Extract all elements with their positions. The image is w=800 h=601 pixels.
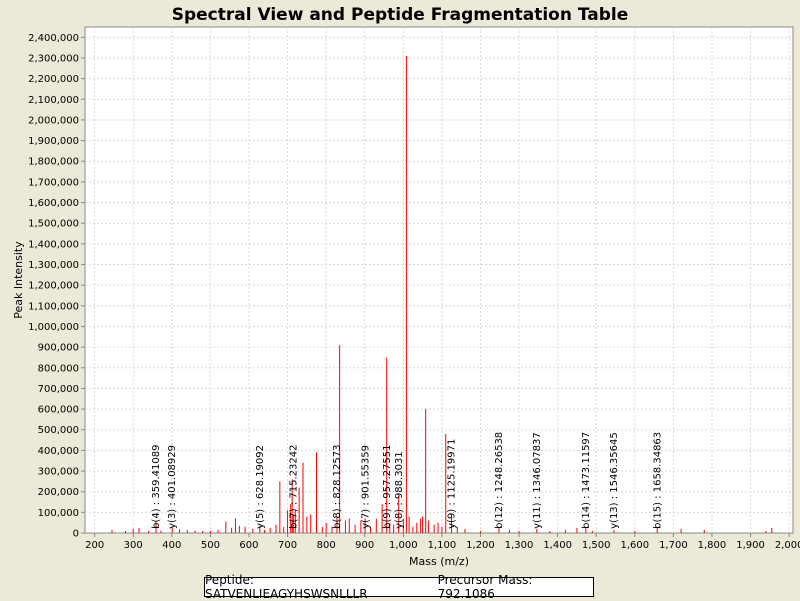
ion-label: y(8) : 988.3031 bbox=[394, 451, 405, 529]
y-tick-label: 700,000 bbox=[38, 384, 79, 395]
x-tick-label: 2,000 bbox=[775, 540, 800, 551]
x-tick-label: 300 bbox=[124, 540, 143, 551]
y-tick-label: 500,000 bbox=[38, 425, 79, 436]
y-tick-label: 1,200,000 bbox=[28, 281, 79, 292]
y-tick-label: 400,000 bbox=[38, 446, 79, 457]
x-tick-label: 1,600 bbox=[620, 540, 649, 551]
x-tick-label: 1,000 bbox=[389, 540, 418, 551]
y-tick-label: 2,100,000 bbox=[28, 95, 79, 106]
y-tick-label: 0 bbox=[73, 529, 79, 540]
ion-label: b(9) : 957.27551 bbox=[382, 445, 393, 529]
x-tick-label: 400 bbox=[162, 540, 181, 551]
x-tick-label: 1,700 bbox=[659, 540, 688, 551]
y-tick-label: 300,000 bbox=[38, 467, 79, 478]
ion-label: b(4) : 359.41089 bbox=[151, 445, 162, 529]
ion-label: y(9) : 1125.19971 bbox=[447, 439, 458, 529]
grid-lines bbox=[85, 27, 793, 533]
y-tick-label: 2,200,000 bbox=[28, 74, 79, 85]
x-tick-label: 900 bbox=[355, 540, 374, 551]
ion-labels: b(4) : 359.41089 y(3) : 401.08929 y(5) : 6… bbox=[151, 432, 663, 529]
ion-label: b(15) : 1658.34863 bbox=[652, 432, 663, 529]
x-tick-label: 1,900 bbox=[736, 540, 765, 551]
y-tick-label: 600,000 bbox=[38, 405, 79, 416]
ion-label: y(7) : 901.55359 bbox=[360, 445, 371, 529]
ion-label: y(5) : 628.19092 bbox=[255, 445, 266, 529]
y-tick-label: 900,000 bbox=[38, 343, 79, 354]
chart-title: Spectral View and Peptide Fragmentation … bbox=[172, 5, 629, 25]
precursor-mass: Precursor Mass: 792.1086 bbox=[437, 573, 533, 601]
y-tick-label: 1,500,000 bbox=[28, 219, 79, 230]
y-tick-label: 1,600,000 bbox=[28, 198, 79, 209]
axes: 200 300 400 500 600 700 800 900 1,000 1,100 1,200 1… bbox=[28, 33, 800, 551]
y-tick-label: 2,400,000 bbox=[28, 33, 79, 44]
x-axis-label: Mass (m/z) bbox=[409, 555, 469, 568]
y-tick-label: 1,700,000 bbox=[28, 177, 79, 188]
y-tick-label: 800,000 bbox=[38, 363, 79, 374]
ion-label: b(12) : 1248.26538 bbox=[494, 432, 505, 529]
ion-label: y(3) : 401.08929 bbox=[167, 445, 178, 529]
y-tick-label: 1,300,000 bbox=[28, 260, 79, 271]
x-tick-label: 1,800 bbox=[698, 540, 727, 551]
x-tick-label: 200 bbox=[85, 540, 104, 551]
x-tick-label: 1,500 bbox=[582, 540, 611, 551]
x-tick-label: 1,200 bbox=[466, 540, 495, 551]
ion-label: y(13) : 1546.35645 bbox=[609, 432, 620, 529]
plot-area bbox=[84, 26, 794, 534]
y-tick-label: 100,000 bbox=[38, 508, 79, 519]
ion-label: b(7) : 715.23242 bbox=[288, 445, 299, 529]
x-tick-label: 700 bbox=[278, 540, 297, 551]
x-tick-label: 500 bbox=[201, 540, 220, 551]
x-tick-label: 1,300 bbox=[505, 540, 534, 551]
peptide-info-box: Peptide: SATVENLIEAGYHSWSNLLLR Precursor… bbox=[204, 573, 594, 601]
ion-label: y(11) : 1346.07837 bbox=[532, 432, 543, 529]
y-tick-label: 1,400,000 bbox=[28, 239, 79, 250]
ion-label: b(8) : 828.12573 bbox=[332, 445, 343, 529]
y-tick-label: 1,900,000 bbox=[28, 136, 79, 147]
peak-bars bbox=[111, 55, 773, 533]
x-tick-label: 1,400 bbox=[543, 540, 572, 551]
y-tick-label: 1,100,000 bbox=[28, 301, 79, 312]
y-tick-label: 2,300,000 bbox=[28, 53, 79, 64]
y-tick-label: 2,000,000 bbox=[28, 115, 79, 126]
x-tick-label: 800 bbox=[317, 540, 336, 551]
y-tick-label: 1,000,000 bbox=[28, 322, 79, 333]
ion-label: b(14) : 1473.11597 bbox=[581, 432, 592, 529]
x-tick-label: 600 bbox=[239, 540, 258, 551]
peptide-sequence: Peptide: SATVENLIEAGYHSWSNLLLR bbox=[205, 573, 368, 601]
y-tick-label: 200,000 bbox=[38, 487, 79, 498]
y-axis-label: Peak Intensity bbox=[12, 241, 25, 319]
y-tick-label: 1,800,000 bbox=[28, 157, 79, 168]
x-tick-label: 1,100 bbox=[428, 540, 457, 551]
